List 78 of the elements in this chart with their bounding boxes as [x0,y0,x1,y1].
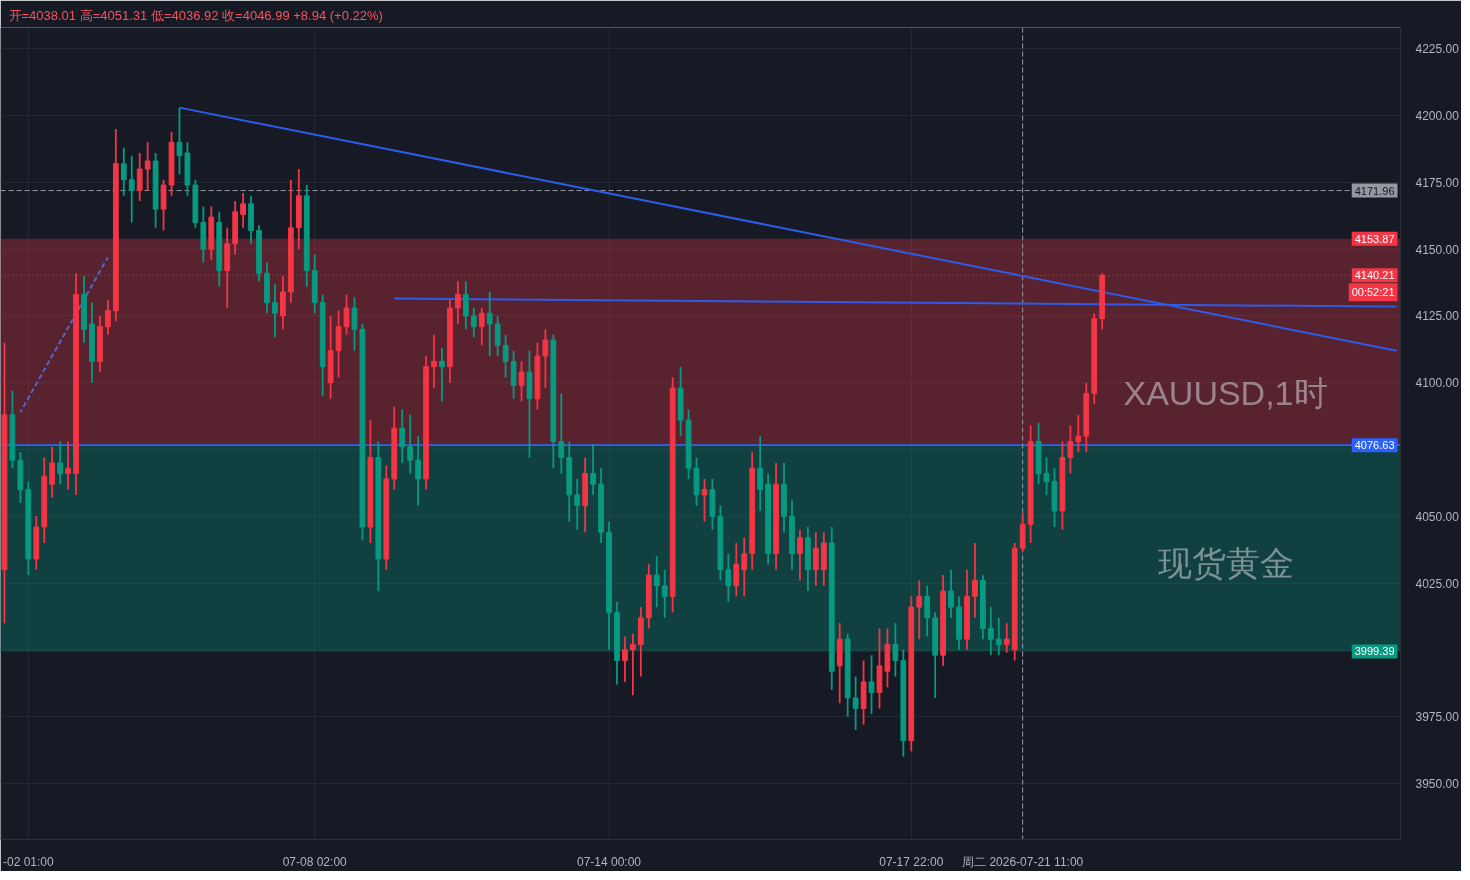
candlestick [518,360,525,403]
candlestick [351,296,358,352]
candlestick [272,283,278,339]
candlestick [136,152,143,203]
candlestick [1067,424,1074,475]
candlestick [892,622,899,678]
candlestick [462,280,469,331]
candlestick [852,675,859,731]
x-tick-label: 07-08 02:00 [282,854,348,869]
candlestick [478,307,485,347]
y-tick-label: 4150.00 [1415,242,1460,257]
candlestick [630,632,636,697]
candlestick [558,392,565,475]
y-tick-label: 4050.00 [1415,509,1460,524]
candlestick [924,584,931,638]
candlestick [502,333,509,379]
y-tick-label: 4125.00 [1415,309,1460,324]
candlestick [439,347,445,403]
candlestick [1043,456,1050,496]
candlestick [120,146,127,197]
candlestick [455,280,461,325]
candlestick [128,154,135,224]
ref-line-label: 4140.21 [1354,269,1395,282]
ref-line-label: 4171.96 [1354,184,1395,197]
annotation: 现货黄金 [1157,544,1294,583]
candlestick [57,440,64,486]
candlestick [797,528,803,582]
candlestick [725,552,732,603]
candlestick [1075,413,1082,454]
candlestick [542,328,549,389]
x-tick-label: 07-14 00:00 [577,854,642,869]
y-tick-label: 3975.00 [1415,710,1460,725]
candlestick [65,440,71,491]
candlestick [574,478,581,531]
candlestick [948,568,954,619]
candlestick [1019,511,1026,553]
candlestick [741,536,748,598]
candlestick [431,333,437,389]
x-tick-label: 周二 2026-07-21 11:00 [962,854,1084,869]
candlestick [144,141,151,192]
annotation: XAUUSD,1时 [1123,373,1328,412]
candlestick [105,299,111,336]
y-tick-label: 4175.00 [1415,175,1460,190]
candlestick [653,555,660,609]
chart-subtitle: 开=4038.01 高=4051.31 低=4036.92 收=4046.99 +8.94 (+0.22%) [8,7,383,23]
candlestick [995,616,1002,657]
candlestick [812,531,819,587]
candlestick [486,291,493,357]
candlestick [415,435,421,507]
candlestick [49,445,56,499]
candlestick [590,443,596,496]
candlestick [622,635,628,683]
y-tick-label: 4025.00 [1415,576,1460,591]
candlestick [733,542,740,598]
y-tick-label: 4200.00 [1415,109,1460,124]
ref-line-label: 4076.63 [1354,439,1395,452]
candlestick [343,293,350,336]
x-tick-label: 07-17 22:00 [879,854,944,869]
band-label: 3999.39 [1354,645,1395,658]
candlestick [661,568,668,619]
candlestick [470,307,477,339]
candlestick [1003,622,1010,654]
candlestick [494,315,501,357]
candlestick [916,579,923,641]
y-tick-label: 4100.00 [1415,376,1460,391]
band-label: 4153.87 [1354,232,1395,245]
candlestick [868,654,875,715]
candlestick [757,435,764,512]
candlestick [987,606,994,657]
annotation: 00:52:21 [1351,286,1395,299]
candlestick [240,192,246,229]
y-tick-label: 3950.00 [1415,776,1460,791]
candlestick [701,478,708,523]
candlestick [972,542,978,619]
candlestick [399,408,406,464]
x-tick-label: -02 01:00 [2,854,55,869]
candlestick [407,413,414,475]
y-tick-label: 4225.00 [1415,42,1460,57]
